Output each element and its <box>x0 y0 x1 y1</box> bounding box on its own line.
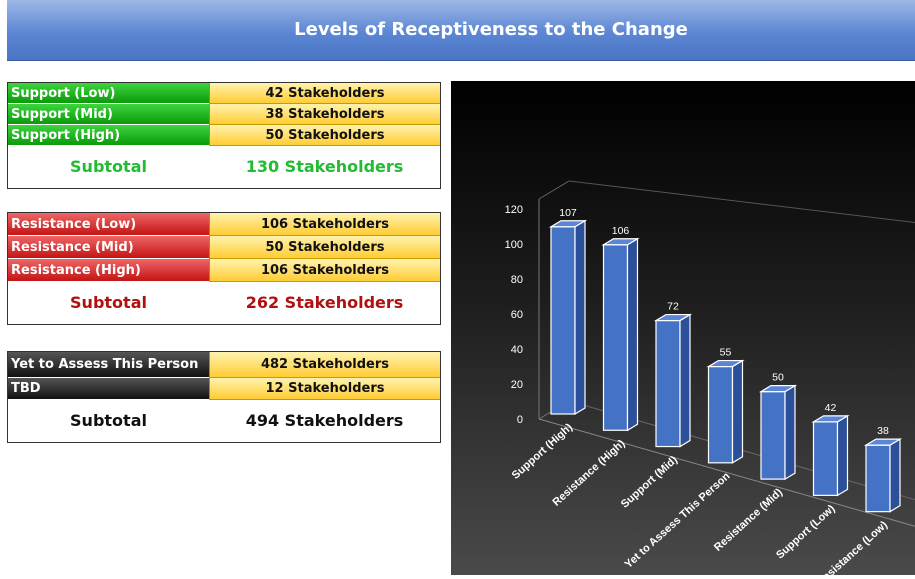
resistance-table: Resistance (Low) 106 Stakeholders Resist… <box>7 212 441 325</box>
subtotal-value: 494 Stakeholders <box>245 411 404 430</box>
row-label: Resistance (Mid) <box>8 236 209 259</box>
subtotal-label: Subtotal <box>70 411 147 430</box>
row-label: TBD <box>8 378 209 400</box>
row-label: Support (Low) <box>8 83 209 104</box>
subtotal-row: Subtotal 262 Stakeholders <box>8 282 440 324</box>
bar-top <box>863 438 903 446</box>
subtotal-value: 130 Stakeholders <box>245 157 404 176</box>
bar-front <box>550 226 576 415</box>
table-row: Resistance (Mid) 50 Stakeholders <box>8 236 440 259</box>
bar <box>548 219 588 416</box>
data-label: 42 <box>825 402 837 414</box>
bar-side <box>574 219 586 416</box>
title-banner: Levels of Receptiveness to the Change <box>7 0 915 60</box>
wall-back-edge <box>568 180 915 224</box>
bar-side <box>784 384 796 481</box>
table-row: Yet to Assess This Person 482 Stakeholde… <box>8 352 440 378</box>
subtotal-label: Subtotal <box>70 157 147 176</box>
bar <box>758 384 798 481</box>
row-value: 106 Stakeholders <box>209 259 440 282</box>
y-tick-label: 120 <box>505 204 523 216</box>
support-table: Support (Low) 42 Stakeholders Support (M… <box>7 82 441 189</box>
row-value: 50 Stakeholders <box>209 236 440 259</box>
data-label: 50 <box>772 372 784 384</box>
page-title: Levels of Receptiveness to the Change <box>294 19 688 40</box>
row-value: 42 Stakeholders <box>209 83 440 104</box>
y-tick-label: 20 <box>511 379 523 391</box>
bar-front <box>707 365 734 464</box>
y-tick-label: 0 <box>517 414 523 426</box>
row-label: Yet to Assess This Person <box>8 352 209 378</box>
data-label: 55 <box>720 347 732 359</box>
wall-top-edge <box>538 180 570 200</box>
row-label: Resistance (High) <box>8 259 209 282</box>
bar-front <box>812 421 839 496</box>
bar-top <box>811 415 850 423</box>
x-tick-label: Support (Mid) <box>619 454 680 511</box>
subtotal-value: 262 Stakeholders <box>245 293 404 312</box>
bar <box>601 237 640 432</box>
row-label: Support (Mid) <box>8 104 209 125</box>
bar <box>811 414 850 497</box>
bar-front <box>655 319 681 448</box>
chart-bars <box>548 219 903 513</box>
x-tick-label: Resistance (Low) <box>815 519 891 575</box>
data-label: 107 <box>559 207 577 219</box>
bar-chart: 0 20 40 60 80 100 120 107 Support (High) 106 Resi… <box>505 180 915 579</box>
table-row: Support (Low) 42 Stakeholders <box>8 83 440 104</box>
data-label: 38 <box>877 425 889 437</box>
x-tick-label: Resistance (Mid) <box>712 486 785 554</box>
y-tick-label: 40 <box>511 344 523 356</box>
chart-panel: 0 20 40 60 80 100 120 107 Support (High) 106 Resi… <box>451 81 915 579</box>
bar-front <box>602 244 629 431</box>
row-value: 38 Stakeholders <box>209 104 440 125</box>
y-tick-label: 60 <box>511 309 523 321</box>
bar-top <box>758 385 798 393</box>
bar-top <box>601 238 640 246</box>
x-tick-label: Support (High) <box>510 421 575 482</box>
floor-front-edge <box>538 418 915 527</box>
table-row: TBD 12 Stakeholders <box>8 378 440 400</box>
row-value: 12 Stakeholders <box>209 378 440 400</box>
table-row: Support (High) 50 Stakeholders <box>8 125 440 146</box>
subtotal-label: Subtotal <box>70 293 147 312</box>
other-table: Yet to Assess This Person 482 Stakeholde… <box>7 351 441 443</box>
y-tick-label: 100 <box>505 239 523 251</box>
bar-side <box>679 313 691 448</box>
y-tick-label: 80 <box>511 274 523 286</box>
row-value: 482 Stakeholders <box>209 352 440 378</box>
bar <box>653 313 693 448</box>
row-value: 50 Stakeholders <box>209 125 440 146</box>
table-row: Resistance (Low) 106 Stakeholders <box>8 213 440 236</box>
bar-side <box>626 237 639 432</box>
table-row: Support (Mid) 38 Stakeholders <box>8 104 440 125</box>
bar-side <box>889 438 901 513</box>
row-value: 106 Stakeholders <box>209 213 440 236</box>
bar <box>706 359 745 464</box>
table-row: Resistance (High) 106 Stakeholders <box>8 259 440 282</box>
bar-front <box>760 391 786 480</box>
x-tick-label: Resistance (High) <box>550 437 627 508</box>
row-label: Support (High) <box>8 125 209 146</box>
row-label: Resistance (Low) <box>8 213 209 236</box>
data-label: 106 <box>612 225 630 237</box>
subtotal-row: Subtotal 130 Stakeholders <box>8 146 440 188</box>
subtotal-row: Subtotal 494 Stakeholders <box>8 400 440 442</box>
data-label: 72 <box>667 301 679 313</box>
bar-front <box>865 444 891 513</box>
x-tick-label: Support (Low) <box>774 502 838 561</box>
bar-top <box>548 220 588 228</box>
bar-side <box>836 414 849 497</box>
bar-top <box>653 313 693 322</box>
bar-top <box>706 359 745 368</box>
bar <box>863 438 903 513</box>
bar-side <box>731 359 744 464</box>
